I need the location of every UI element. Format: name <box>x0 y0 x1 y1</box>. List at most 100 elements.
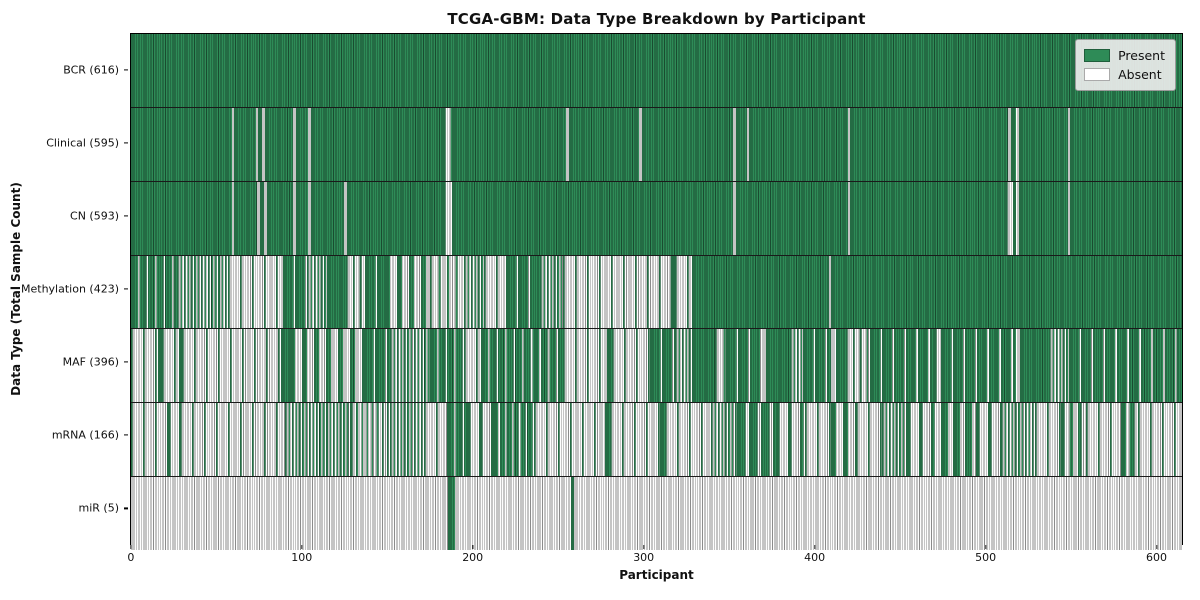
segment-mixed <box>775 403 805 477</box>
segment-absent <box>847 181 851 255</box>
segment-mixed <box>351 403 391 477</box>
segment-present <box>178 329 183 403</box>
legend-item-present: Present <box>1084 46 1165 65</box>
segment-mixed <box>1086 403 1121 477</box>
segment-present <box>346 181 442 255</box>
segment-present <box>1019 107 1068 181</box>
segment-present <box>831 255 1182 329</box>
segment-absent <box>131 477 449 550</box>
segment-absent <box>1007 107 1011 181</box>
segment-present <box>1010 107 1017 181</box>
segment-mixed <box>562 255 672 329</box>
segment-mixed <box>467 403 493 477</box>
segment-mixed <box>284 403 352 477</box>
heatmap-row-cn <box>131 180 1182 255</box>
segment-mixed <box>166 403 181 477</box>
y-tick-mark <box>124 434 128 436</box>
segment-present <box>765 329 790 403</box>
segment-absent <box>308 181 311 255</box>
chart-title: TCGA-GBM: Data Type Breakdown by Partici… <box>447 10 866 28</box>
segment-absent <box>566 107 569 181</box>
x-tick-label-100: 100 <box>291 551 313 564</box>
segment-present <box>311 181 345 255</box>
segment-absent <box>1016 329 1020 403</box>
segment-absent <box>762 329 766 403</box>
segment-present <box>448 477 456 550</box>
heatmap-row-maf <box>131 328 1182 403</box>
segment-absent <box>262 107 265 181</box>
segment-absent <box>847 107 851 181</box>
x-tick-label-500: 500 <box>975 551 997 564</box>
segment-absent <box>231 181 235 255</box>
segment-mixed <box>289 329 364 403</box>
segment-mixed <box>789 329 804 403</box>
segment-present <box>1070 181 1182 255</box>
segment-mixed <box>845 329 870 403</box>
segment-present <box>641 107 734 181</box>
heatmap-row-mrna <box>131 402 1182 477</box>
segment-present <box>158 329 162 403</box>
y-tick-mark <box>124 507 128 509</box>
segment-absent <box>746 107 750 181</box>
segment-present <box>311 107 442 181</box>
y-tick-mark <box>124 69 128 71</box>
segment-mixed <box>941 403 976 477</box>
segment-mixed <box>429 255 464 329</box>
segment-mixed <box>533 403 606 477</box>
segment-present <box>607 329 613 403</box>
y-tick-label-mrna: mRNA (166) <box>51 428 119 442</box>
segment-present <box>568 107 640 181</box>
segment-mixed <box>441 107 454 181</box>
y-tick-label-maf: MAF (396) <box>62 355 119 369</box>
segment-present <box>259 181 265 255</box>
segment-present <box>692 329 715 403</box>
segment-mixed <box>659 403 666 477</box>
segment-mixed <box>975 403 1002 477</box>
segment-mixed <box>675 255 693 329</box>
segment-mixed <box>714 329 727 403</box>
segment-mixed <box>363 329 391 403</box>
segment-mixed <box>429 329 464 403</box>
segment-present <box>735 181 848 255</box>
segment-present <box>131 107 232 181</box>
segment-mixed <box>131 403 167 477</box>
segment-mixed <box>1048 329 1070 403</box>
segment-absent <box>255 107 259 181</box>
x-tick-label-400: 400 <box>804 551 826 564</box>
x-axis-ticks: 0 100 200 300 400 500 600 <box>127 545 1183 571</box>
segment-mixed <box>804 403 831 477</box>
y-tick-mark <box>124 288 128 290</box>
segment-mixed <box>665 403 712 477</box>
x-tick-mark <box>985 545 987 549</box>
x-tick-mark <box>301 545 303 549</box>
absent-swatch <box>1084 68 1111 81</box>
segment-mixed <box>228 255 283 329</box>
segment-absent <box>1067 181 1071 255</box>
segment-present <box>571 477 574 550</box>
y-tick-label-methylation: Methylation (423) <box>21 282 119 296</box>
heatmap-row-methylation <box>131 254 1182 329</box>
segment-mixed <box>480 329 563 403</box>
segment-absent <box>733 107 736 181</box>
segment-present <box>131 181 232 255</box>
segment-mixed <box>390 403 425 477</box>
segment-absent <box>308 107 311 181</box>
segment-mixed <box>610 403 660 477</box>
segment-mixed <box>869 329 933 403</box>
x-tick-mark <box>814 545 816 549</box>
x-tick-mark <box>130 545 132 549</box>
segment-absent <box>1016 107 1020 181</box>
segment-mixed <box>424 403 447 477</box>
y-tick-label-clinical: Clinical (595) <box>46 136 119 150</box>
segment-present <box>295 181 309 255</box>
segment-present <box>1013 181 1017 255</box>
y-tick-mark <box>124 142 128 144</box>
segment-mixed <box>540 255 563 329</box>
x-tick-mark <box>472 545 474 549</box>
segment-mixed <box>932 329 942 403</box>
segment-present <box>266 181 294 255</box>
y-tick-label-mir: miR (5) <box>78 501 120 515</box>
segment-absent <box>733 181 736 255</box>
segment-absent <box>830 329 836 403</box>
segment-absent <box>1067 107 1071 181</box>
